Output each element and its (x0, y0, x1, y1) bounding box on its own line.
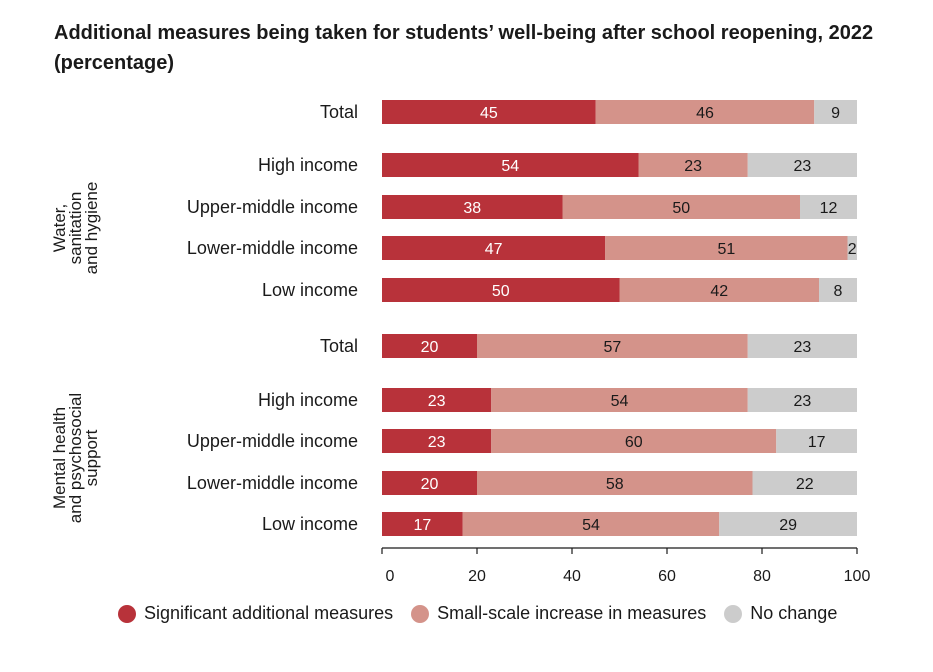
data-label: 23 (793, 158, 811, 175)
x-tick-label: 0 (386, 568, 395, 585)
category-label: High income (258, 155, 358, 175)
category-label: Upper-middle income (187, 197, 358, 217)
group-label-0: Water,sanitationand hygiene (50, 182, 101, 275)
data-label: 12 (820, 200, 838, 217)
legend-swatch-significant (118, 604, 136, 623)
group-label-line: support (82, 429, 101, 486)
bar-segment-2 (847, 236, 857, 260)
bar-segment-2 (719, 512, 857, 536)
bar-segment-2 (747, 334, 857, 358)
legend-item-significant: Significant additional measures (118, 603, 393, 624)
legend-item-small-scale: Small-scale increase in measures (411, 603, 706, 624)
bar-segment-1 (638, 153, 748, 177)
chart-title: Additional measures being taken for stud… (54, 22, 874, 74)
legend-label-small-scale: Small-scale increase in measures (437, 603, 707, 623)
category-label: Total (320, 102, 358, 122)
data-label: 23 (793, 393, 811, 410)
group-label-line: sanitation (66, 192, 85, 265)
category-label: Lower-middle income (187, 473, 358, 493)
category-label: High income (258, 390, 358, 410)
data-label: 29 (779, 517, 797, 534)
category-label: Total (320, 336, 358, 356)
bar-segment-0 (382, 388, 492, 412)
group-label-line: Mental health (50, 407, 69, 509)
bar-segment-1 (619, 278, 819, 302)
data-label: 58 (606, 476, 624, 493)
data-label: 22 (796, 476, 814, 493)
bar-segment-1 (605, 236, 848, 260)
legend: Significant additional measures Small-sc… (118, 603, 855, 624)
data-label: 23 (793, 339, 811, 356)
bar-segment-2 (752, 471, 857, 495)
data-label: 20 (421, 476, 439, 493)
data-label: 57 (603, 339, 621, 356)
data-label: 54 (582, 517, 600, 534)
bar-segment-0 (382, 429, 492, 453)
bar-segment-1 (462, 512, 720, 536)
data-label: 54 (501, 158, 519, 175)
bar-segment-0 (382, 100, 596, 124)
x-tick-label: 40 (563, 568, 581, 585)
x-tick-label: 80 (753, 568, 771, 585)
data-label: 2 (848, 241, 857, 258)
bar-segment-2 (776, 429, 857, 453)
bar-segment-0 (382, 512, 463, 536)
x-tick-label: 60 (658, 568, 676, 585)
category-label: Low income (262, 514, 358, 534)
data-label: 51 (717, 241, 735, 258)
bar-segment-1 (491, 429, 777, 453)
data-label: 23 (684, 158, 702, 175)
data-label: 23 (428, 434, 446, 451)
bar-segment-0 (382, 334, 477, 358)
group-label-line: and hygiene (82, 182, 101, 275)
bar-segment-0 (382, 236, 606, 260)
bar-segment-2 (814, 100, 857, 124)
bar-segment-2 (800, 195, 857, 219)
category-label: Low income (262, 280, 358, 300)
group-label-1: Mental healthand psychosocialsupport (50, 393, 101, 523)
data-label: 60 (625, 434, 643, 451)
legend-label-no-change: No change (750, 603, 838, 623)
data-label: 17 (808, 434, 826, 451)
bar-segment-0 (382, 278, 620, 302)
x-tick-label: 100 (844, 568, 871, 585)
data-label: 9 (831, 105, 840, 122)
bar-segment-0 (382, 153, 639, 177)
bar-segment-2 (819, 278, 857, 302)
bar-segment-1 (491, 388, 748, 412)
bar-segment-1 (477, 471, 753, 495)
group-label-line: Water, (50, 204, 69, 253)
chart-plot: Water,sanitationand hygiene Total 45 46 9 Hig… (50, 100, 871, 585)
data-label: 50 (672, 200, 690, 217)
data-label: 54 (611, 393, 629, 410)
bar-segment-1 (562, 195, 800, 219)
data-label: 47 (485, 241, 503, 258)
legend-label-significant: Significant additional measures (144, 603, 394, 623)
data-label: 8 (834, 283, 843, 300)
category-label: Lower-middle income (187, 238, 358, 258)
bar-segment-2 (747, 153, 857, 177)
legend-swatch-small-scale (411, 604, 430, 623)
bar-segment-0 (382, 195, 563, 219)
data-label: 23 (428, 393, 446, 410)
bar-segment-1 (595, 100, 815, 124)
bar-segment-0 (382, 471, 477, 495)
bar-segment-2 (747, 388, 857, 412)
data-label: 50 (492, 283, 510, 300)
bar-segment-1 (477, 334, 748, 358)
legend-item-no-change: No change (724, 603, 837, 624)
legend-swatch-no-change (724, 604, 743, 623)
data-label: 38 (463, 200, 481, 217)
data-label: 17 (413, 517, 431, 534)
data-label: 45 (480, 105, 498, 122)
x-tick-label: 20 (468, 568, 486, 585)
category-label: Upper-middle income (187, 431, 358, 451)
group-label-line: and psychosocial (66, 393, 85, 523)
data-label: 42 (710, 283, 728, 300)
data-label: 20 (421, 339, 439, 356)
data-label: 46 (696, 105, 714, 122)
